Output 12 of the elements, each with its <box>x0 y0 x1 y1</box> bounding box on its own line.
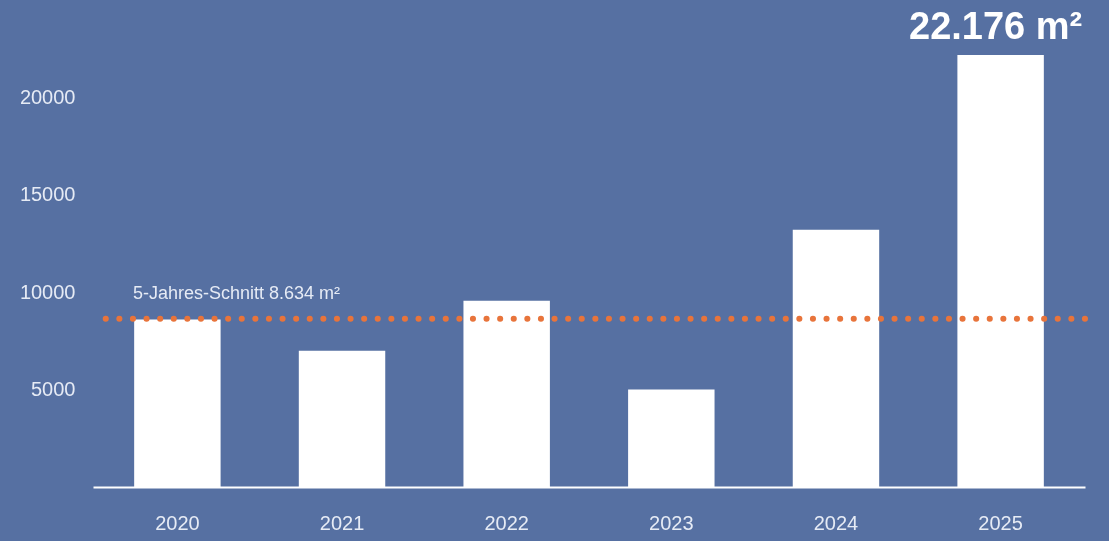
y-tick-label: 10000 <box>19 280 76 303</box>
ref-line-label: 5-Jahres-Schnitt 8.634 m² <box>133 282 341 303</box>
x-tick-label: 2025 <box>978 511 1023 534</box>
y-tick-label: 15000 <box>19 183 76 206</box>
x-tick-label: 2020 <box>155 511 200 534</box>
annotation: 22.176 m² <box>909 5 1083 48</box>
y-tick-label: 5000 <box>31 378 76 401</box>
x-tick-label: 2022 <box>484 511 529 534</box>
x-tick-label: 2023 <box>649 511 694 534</box>
y-tick-label: 20000 <box>19 85 76 108</box>
x-tick-label: 2021 <box>319 511 365 534</box>
x-tick-label: 2024 <box>813 511 859 534</box>
